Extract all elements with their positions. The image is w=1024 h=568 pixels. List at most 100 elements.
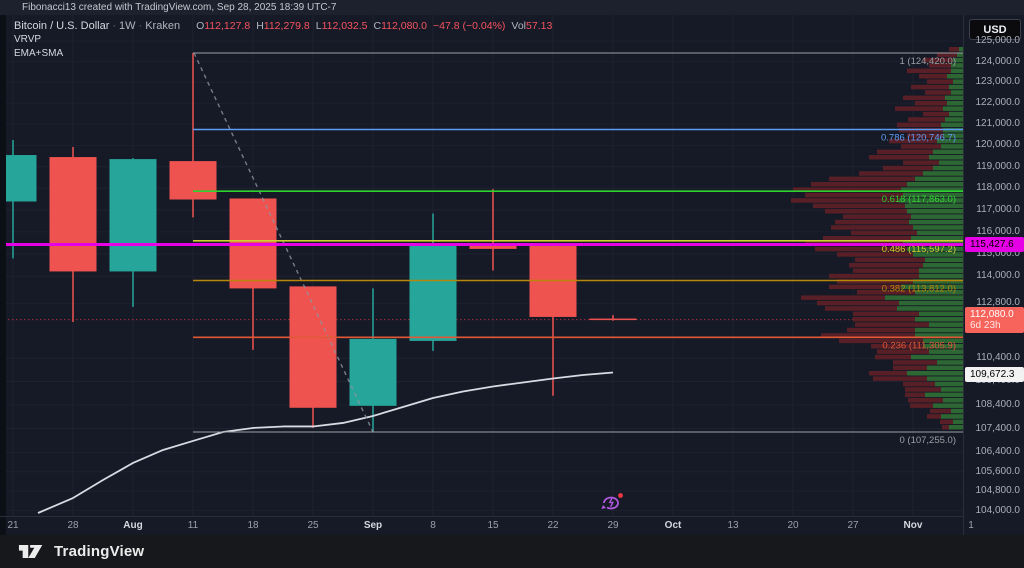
time-tick: Aug [123, 520, 143, 531]
candle[interactable] [469, 189, 517, 271]
candle[interactable] [49, 147, 97, 322]
volume-profile-down-bar [825, 306, 897, 311]
volume-profile-down-bar [940, 419, 953, 425]
candle[interactable] [0, 140, 37, 259]
fib-level-label: 1 (124,420.0) [899, 56, 956, 67]
time-axis[interactable]: 21 28 Aug 11 18 25 Sep 8 15 22 29 Oct 13 20 27 Nov 1 [0, 516, 974, 535]
candle-body [169, 161, 217, 200]
notification-dot [618, 493, 623, 498]
candle[interactable] [229, 198, 277, 350]
volume-profile-down-bar [871, 344, 923, 349]
volume-profile-up-bar [937, 138, 963, 144]
volume-profile-up-bar [933, 403, 963, 408]
volume-profile-down-bar [910, 403, 933, 408]
tradingview-logo[interactable]: TradingView [18, 542, 144, 561]
separator-dot: · [112, 20, 117, 32]
ohlc-key: C [373, 20, 382, 32]
candle-body [409, 243, 457, 341]
time-tick: 1 [968, 520, 974, 531]
volume-profile-down-bar [908, 398, 943, 403]
time-tick: 21 [7, 520, 19, 531]
volume-profile-up-bar [907, 371, 963, 376]
candle[interactable] [529, 245, 577, 396]
volume-profile-down-bar [853, 268, 919, 273]
volume-profile-down-bar [877, 149, 933, 155]
candle[interactable] [349, 288, 397, 433]
time-tick: 20 [787, 520, 799, 531]
volume-profile-up-bar [925, 257, 963, 263]
volume-profile-up-bar [949, 425, 963, 430]
price-chart[interactable]: 1 (124,420.0) 0.786 (120,746.7) 0.618 (117… [0, 0, 963, 535]
candle[interactable] [589, 315, 637, 321]
candle[interactable] [169, 53, 217, 218]
tradingview-logo-icon [18, 544, 43, 559]
volume-profile-up-bar [911, 214, 963, 219]
volume-profile-up-bar [941, 387, 963, 392]
ohlc-value: 112,080.0 [381, 20, 428, 32]
volume-profile-up-bar [951, 408, 963, 414]
volume-profile-down-bar [893, 365, 927, 371]
volume-profile-down-bar [927, 414, 941, 419]
volume-profile-up-bar [941, 122, 963, 128]
price-label-value: 112,080.0 [970, 308, 1014, 320]
volume-profile-up-bar [929, 349, 963, 354]
volume-profile-up-bar [899, 198, 963, 203]
price-tick: 119,000.0 [976, 160, 1020, 172]
candle[interactable] [409, 213, 457, 351]
footer-bar: TradingView [0, 535, 1024, 568]
price-tick: 124,000.0 [975, 55, 1021, 67]
volume-profile-down-bar [829, 176, 915, 182]
volume-profile-down-bar [853, 317, 915, 322]
volume-profile-up-bar [915, 333, 963, 338]
volume-profile-down-bar [839, 338, 923, 344]
price-tick: 105,600.0 [975, 465, 1021, 477]
volume-profile-down-bar [801, 295, 885, 300]
volume-profile-up-bar [949, 84, 963, 90]
candle-body [289, 286, 337, 408]
volume-profile-up-bar [947, 101, 963, 106]
volume-profile-down-bar [905, 387, 941, 392]
price-tick: 110,400.0 [976, 352, 1020, 364]
volume-profile-down-bar [821, 333, 915, 338]
volume-profile-up-bar [953, 57, 963, 63]
volume-profile-up-bar [927, 376, 963, 381]
volume-profile-down-bar [949, 47, 959, 52]
volume-profile-down-bar [925, 90, 951, 95]
volume-profile-down-bar [897, 122, 941, 128]
volume-profile-down-bar [823, 236, 911, 241]
volume-profile-down-bar [907, 68, 951, 74]
ohlc-key: L [315, 20, 322, 32]
volume-profile-up-bar [957, 52, 963, 57]
candle[interactable] [109, 158, 157, 307]
price-tick: 114,000.0 [976, 270, 1020, 282]
volume-profile-up-bar [947, 74, 963, 79]
volume-profile-down-bar [853, 311, 919, 317]
price-axis[interactable]: USD 125,000.0 124,000.0 123,000.0 122,000.0… [963, 15, 1024, 535]
volume-profile-up-bar [925, 392, 963, 398]
volume-profile-down-bar [875, 354, 911, 360]
auto-refresh-icon[interactable] [599, 492, 625, 514]
time-tick: 27 [847, 520, 859, 531]
volume-profile-up-bar [901, 284, 963, 290]
change-value: −47.8 (−0.04%) [433, 20, 506, 32]
volume-profile-down-bar [942, 425, 949, 430]
exchange-label: Kraken [145, 20, 181, 32]
volume-profile-up-bar [951, 90, 963, 95]
volume-profile-down-bar [903, 95, 945, 101]
volume-profile-down-bar [847, 327, 915, 333]
candle-body [589, 318, 637, 321]
fib-level-label: 0.486 (115,597.2) [882, 244, 956, 255]
volume-profile-up-bar [935, 381, 963, 387]
candle[interactable] [289, 286, 337, 428]
ohlc-values: O112,127.8 H112,279.8 L112,032.5 C112,080.0… [190, 20, 552, 32]
currency-button[interactable]: USD [969, 19, 1021, 40]
symbol-legend-row[interactable]: Bitcoin / U.S. Dollar · 1W · Kraken O112,127.… [14, 20, 552, 32]
price-tick: 121,000.0 [975, 118, 1021, 130]
volume-profile-up-bar [937, 360, 963, 365]
indicator-ema-sma[interactable]: EMA+SMA [14, 48, 64, 59]
volume-profile-up-bar [917, 230, 963, 236]
indicator-vrvp[interactable]: VRVP [14, 34, 42, 45]
volume-profile-down-bar [849, 263, 923, 268]
drawing-price-label: 109,672.3 [965, 367, 1024, 383]
volume-profile-down-bar [903, 160, 939, 165]
